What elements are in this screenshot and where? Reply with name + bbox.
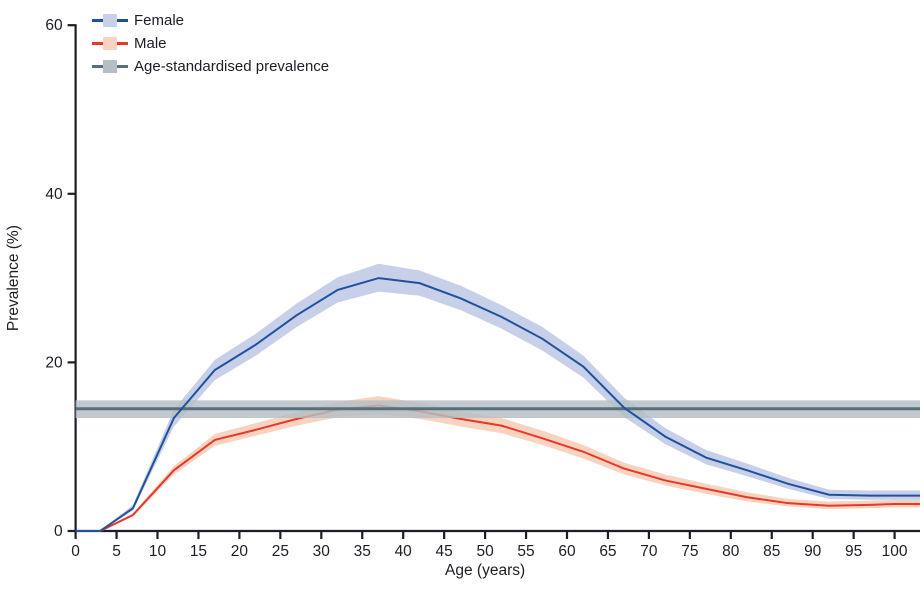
y-tick-label: 0 [54, 523, 63, 540]
male-line [75, 404, 920, 532]
x-tick-label: 15 [190, 543, 207, 560]
x-tick-label: 60 [558, 543, 576, 560]
x-axis-title: Age (years) [445, 562, 525, 579]
x-tick-label: 90 [804, 543, 822, 560]
x-tick-label: 75 [681, 543, 698, 560]
x-tick-label: 45 [436, 543, 453, 560]
x-tick-label: 10 [149, 543, 167, 560]
x-tick-label: 0 [71, 543, 80, 560]
x-tick-label: 25 [272, 543, 289, 560]
legend-label-male: Male [134, 35, 167, 52]
female-swatch-icon [92, 12, 128, 29]
male-swatch-icon [92, 35, 128, 52]
legend-item-age-standardised: Age-standardised prevalence [92, 58, 329, 75]
x-tick-label: 20 [231, 543, 249, 560]
x-tick-label: 100 [882, 543, 908, 560]
x-tick-label: 70 [640, 543, 658, 560]
x-tick-label: 85 [763, 543, 780, 560]
x-tick-label: 55 [517, 543, 534, 560]
x-tick-label: 35 [354, 543, 371, 560]
y-axis-title: Prevalence (%) [5, 225, 22, 331]
x-tick-label: 40 [395, 543, 413, 560]
age-standardised-swatch-icon [92, 58, 128, 75]
legend-label-age-standardised: Age-standardised prevalence [134, 58, 330, 75]
female-line [75, 277, 920, 532]
y-tick-label: 40 [45, 186, 63, 203]
x-tick-label: 80 [722, 543, 740, 560]
y-tick-label: 20 [45, 354, 63, 371]
legend-item-female: Female [92, 12, 329, 29]
legend: Female Male Age-standardised prevalence [92, 12, 329, 75]
y-tick-label: 60 [45, 17, 63, 34]
x-tick-label: 95 [845, 543, 862, 560]
x-tick-label: 50 [476, 543, 494, 560]
male-uncertainty-band [75, 396, 921, 531]
x-tick-label: 5 [112, 543, 121, 560]
x-tick-label: 65 [599, 543, 616, 560]
legend-label-female: Female [134, 12, 185, 29]
female-uncertainty-band [75, 263, 921, 531]
legend-item-male: Male [92, 35, 329, 52]
x-tick-label: 30 [313, 543, 331, 560]
